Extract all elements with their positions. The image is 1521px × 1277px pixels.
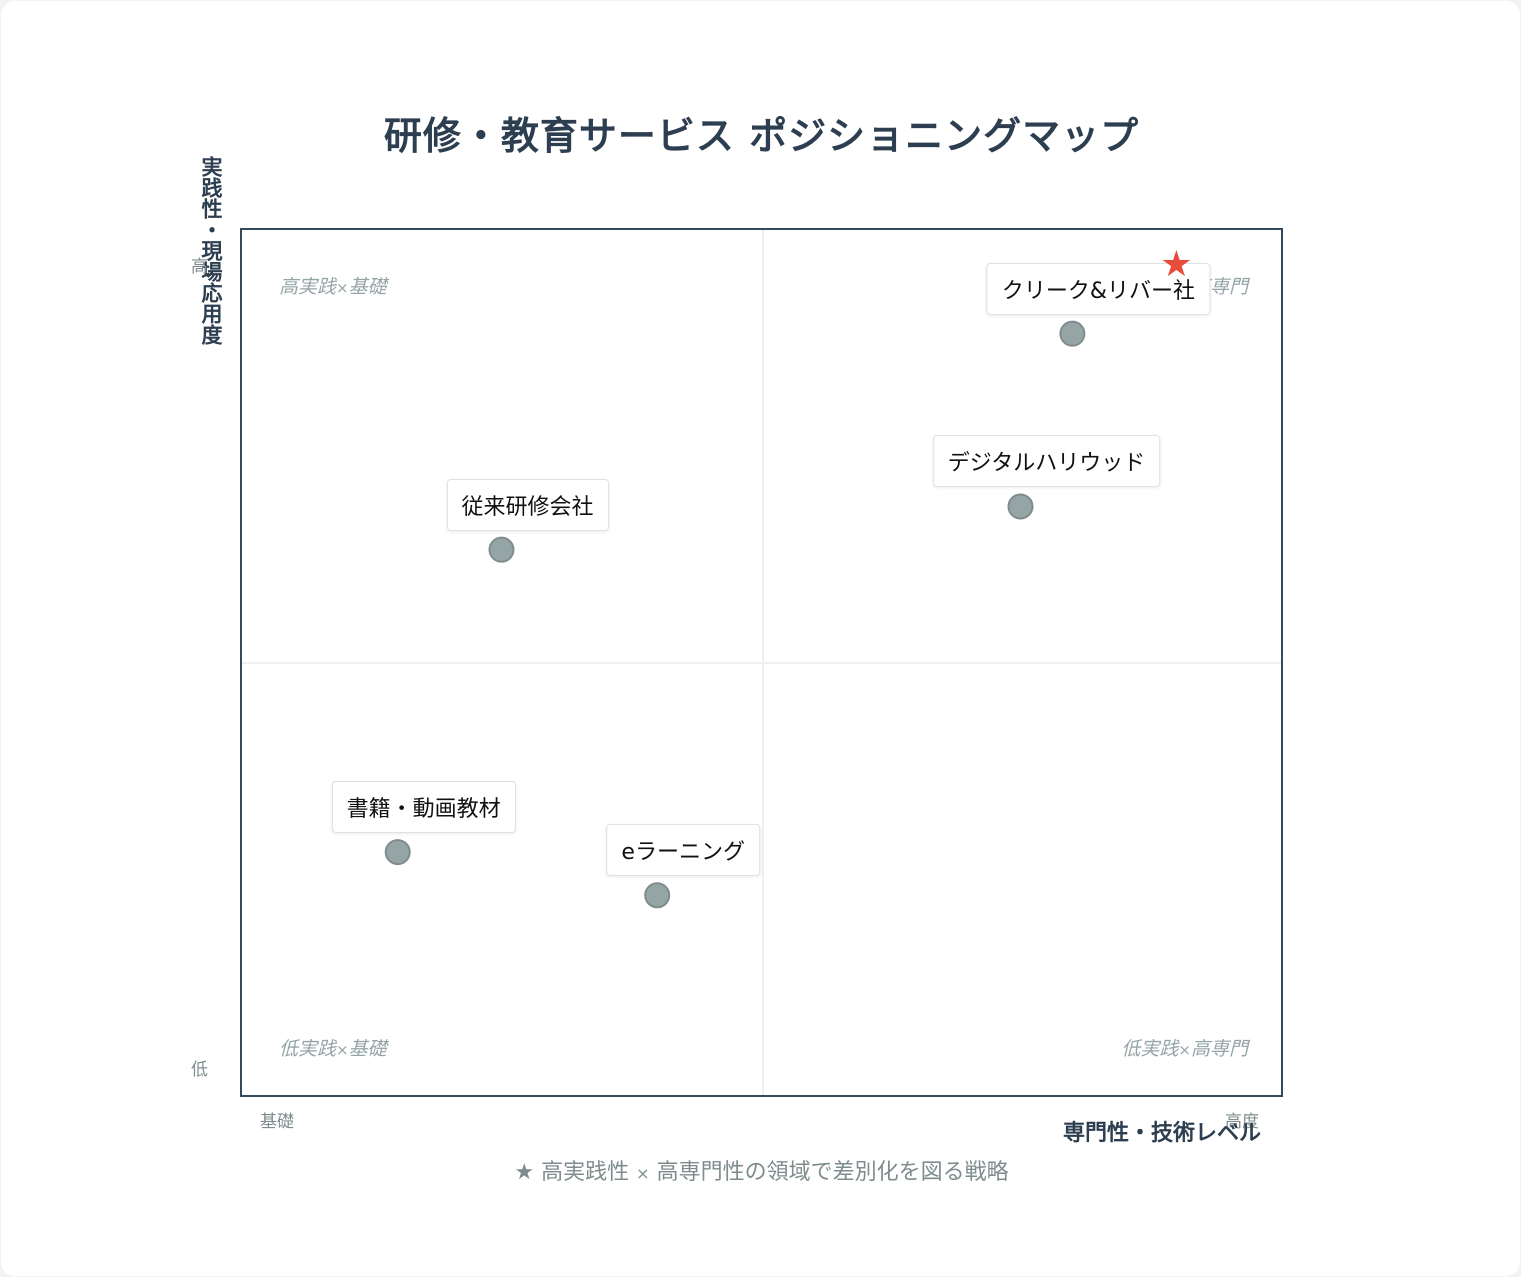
quadrant-label-top-left: 高実践×基礎 bbox=[279, 276, 387, 298]
x-axis-title: 専門性・技術レベル bbox=[1062, 1121, 1261, 1146]
plot-area: 高実践×基礎 高実践×高専門 低実践×基礎 低実践×高専門 クリーク&リバー社★… bbox=[240, 228, 1283, 1097]
data-point[interactable] bbox=[488, 536, 515, 563]
point-label: eラーニング bbox=[606, 824, 760, 877]
scatter-marks bbox=[384, 320, 1086, 909]
star-icon: ★ bbox=[1160, 243, 1193, 285]
point-label: 書籍・動画教材 bbox=[331, 781, 516, 834]
quadrant-label-bottom-left: 低実践×基礎 bbox=[279, 1038, 387, 1060]
chart-title: 研修・教育サービス ポジショニングマップ bbox=[383, 114, 1140, 158]
data-point[interactable] bbox=[1007, 493, 1034, 520]
horizontal-divider bbox=[242, 662, 1281, 664]
star-icon: ★ bbox=[514, 1160, 535, 1185]
data-point[interactable] bbox=[384, 839, 411, 866]
point-label: 従来研修会社 bbox=[446, 478, 609, 531]
y-axis-title: 実践性・現場応用度 bbox=[199, 156, 223, 345]
data-point[interactable] bbox=[1059, 320, 1086, 347]
point-label: クリーク&リバー社 bbox=[986, 262, 1210, 315]
footnote: ★ 高実践性 × 高専門性の領域で差別化を図る戦略 bbox=[514, 1160, 1009, 1185]
x-axis-high-label: 高度 bbox=[1225, 1112, 1259, 1132]
data-point[interactable] bbox=[644, 882, 671, 909]
point-label: デジタルハリウッド bbox=[932, 435, 1161, 488]
quadrant-label-bottom-right: 低実践×高専門 bbox=[1121, 1038, 1248, 1060]
x-axis-low-label: 基礎 bbox=[260, 1112, 294, 1132]
y-axis-high-label: 高 bbox=[191, 257, 208, 277]
y-axis-low-label: 低 bbox=[191, 1060, 208, 1080]
